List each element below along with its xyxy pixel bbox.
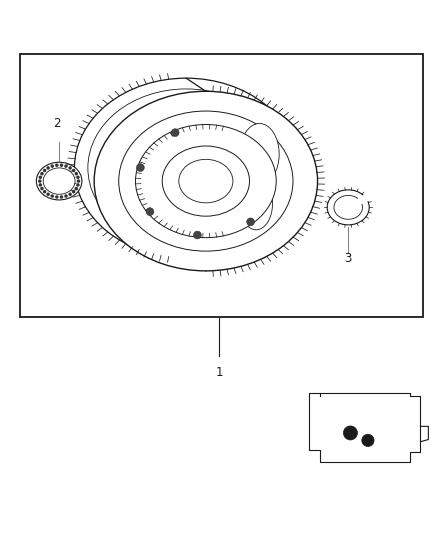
Circle shape [43, 169, 46, 172]
Text: 2: 2 [53, 117, 61, 130]
Ellipse shape [162, 146, 250, 216]
Ellipse shape [115, 110, 258, 225]
Ellipse shape [135, 125, 276, 238]
Circle shape [194, 231, 201, 239]
Text: 1: 1 [215, 366, 223, 379]
Circle shape [77, 179, 80, 183]
Circle shape [64, 195, 68, 198]
Circle shape [38, 179, 42, 183]
Circle shape [76, 175, 80, 179]
Circle shape [362, 434, 374, 447]
Circle shape [60, 164, 63, 167]
Ellipse shape [240, 177, 272, 230]
Circle shape [40, 187, 44, 190]
Circle shape [72, 169, 75, 172]
Ellipse shape [43, 168, 75, 194]
Circle shape [40, 172, 44, 175]
Ellipse shape [102, 101, 270, 235]
Circle shape [343, 426, 357, 440]
Circle shape [60, 195, 63, 199]
Circle shape [50, 195, 54, 198]
Ellipse shape [240, 124, 279, 185]
Circle shape [247, 218, 254, 226]
Circle shape [55, 164, 59, 167]
Ellipse shape [74, 78, 298, 258]
Circle shape [74, 172, 78, 175]
Circle shape [55, 195, 59, 199]
Circle shape [68, 192, 72, 196]
Circle shape [64, 164, 68, 168]
Ellipse shape [179, 159, 233, 203]
Ellipse shape [119, 111, 293, 251]
Circle shape [68, 166, 72, 169]
Ellipse shape [94, 91, 318, 271]
Circle shape [146, 208, 154, 215]
Circle shape [171, 128, 179, 136]
Circle shape [39, 175, 42, 179]
Circle shape [50, 164, 54, 168]
Ellipse shape [36, 162, 82, 200]
Circle shape [76, 183, 80, 187]
Ellipse shape [334, 196, 363, 219]
Circle shape [136, 164, 144, 172]
Circle shape [39, 183, 42, 187]
Circle shape [74, 187, 78, 190]
Bar [20, 54, 423, 317]
Ellipse shape [327, 190, 369, 225]
Circle shape [46, 166, 50, 169]
Circle shape [72, 190, 75, 193]
Circle shape [43, 190, 46, 193]
Circle shape [46, 192, 50, 196]
Text: 3: 3 [345, 252, 352, 265]
